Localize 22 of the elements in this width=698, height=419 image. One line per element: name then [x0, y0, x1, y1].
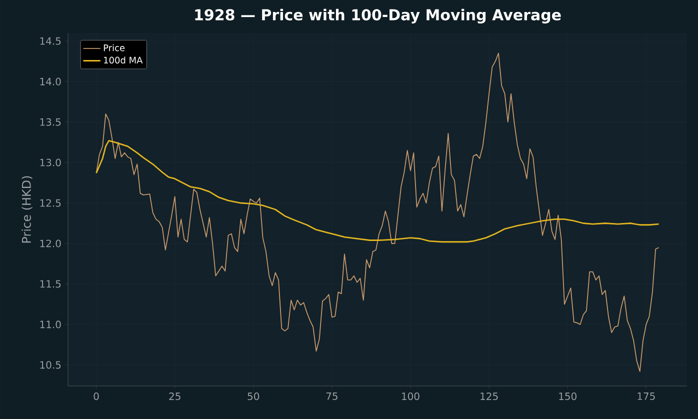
- y-tick-label: 11.0: [40, 320, 61, 328]
- y-tick-label: 13.5: [40, 118, 61, 126]
- legend-label: 100d MA: [104, 56, 143, 64]
- y-tick-label: 11.5: [40, 280, 61, 288]
- y-tick-label: 14.5: [40, 37, 61, 45]
- y-tick-label: 14.0: [40, 78, 61, 86]
- x-tick-label: 175: [638, 392, 655, 400]
- x-tick-label: 50: [248, 392, 260, 400]
- x-tick-label: 125: [480, 392, 498, 400]
- y-tick-label: 13.0: [40, 158, 61, 166]
- x-tick-label: 0: [94, 392, 99, 400]
- x-tick-label: 25: [169, 392, 180, 400]
- x-tick-label: 150: [559, 392, 576, 400]
- y-tick-label: 12.0: [40, 240, 61, 248]
- legend-label: Price: [104, 44, 125, 52]
- line-series: [96, 52, 660, 372]
- y-tick-label: 10.5: [40, 361, 61, 369]
- x-tick-label: 100: [402, 392, 420, 400]
- y-tick-label: 12.5: [40, 199, 61, 207]
- chart-title: 1928 — Price with 100-Day Moving Average: [195, 8, 561, 24]
- x-tick-label: 75: [326, 392, 338, 400]
- y-axis-title: Price (HKD): [22, 176, 32, 243]
